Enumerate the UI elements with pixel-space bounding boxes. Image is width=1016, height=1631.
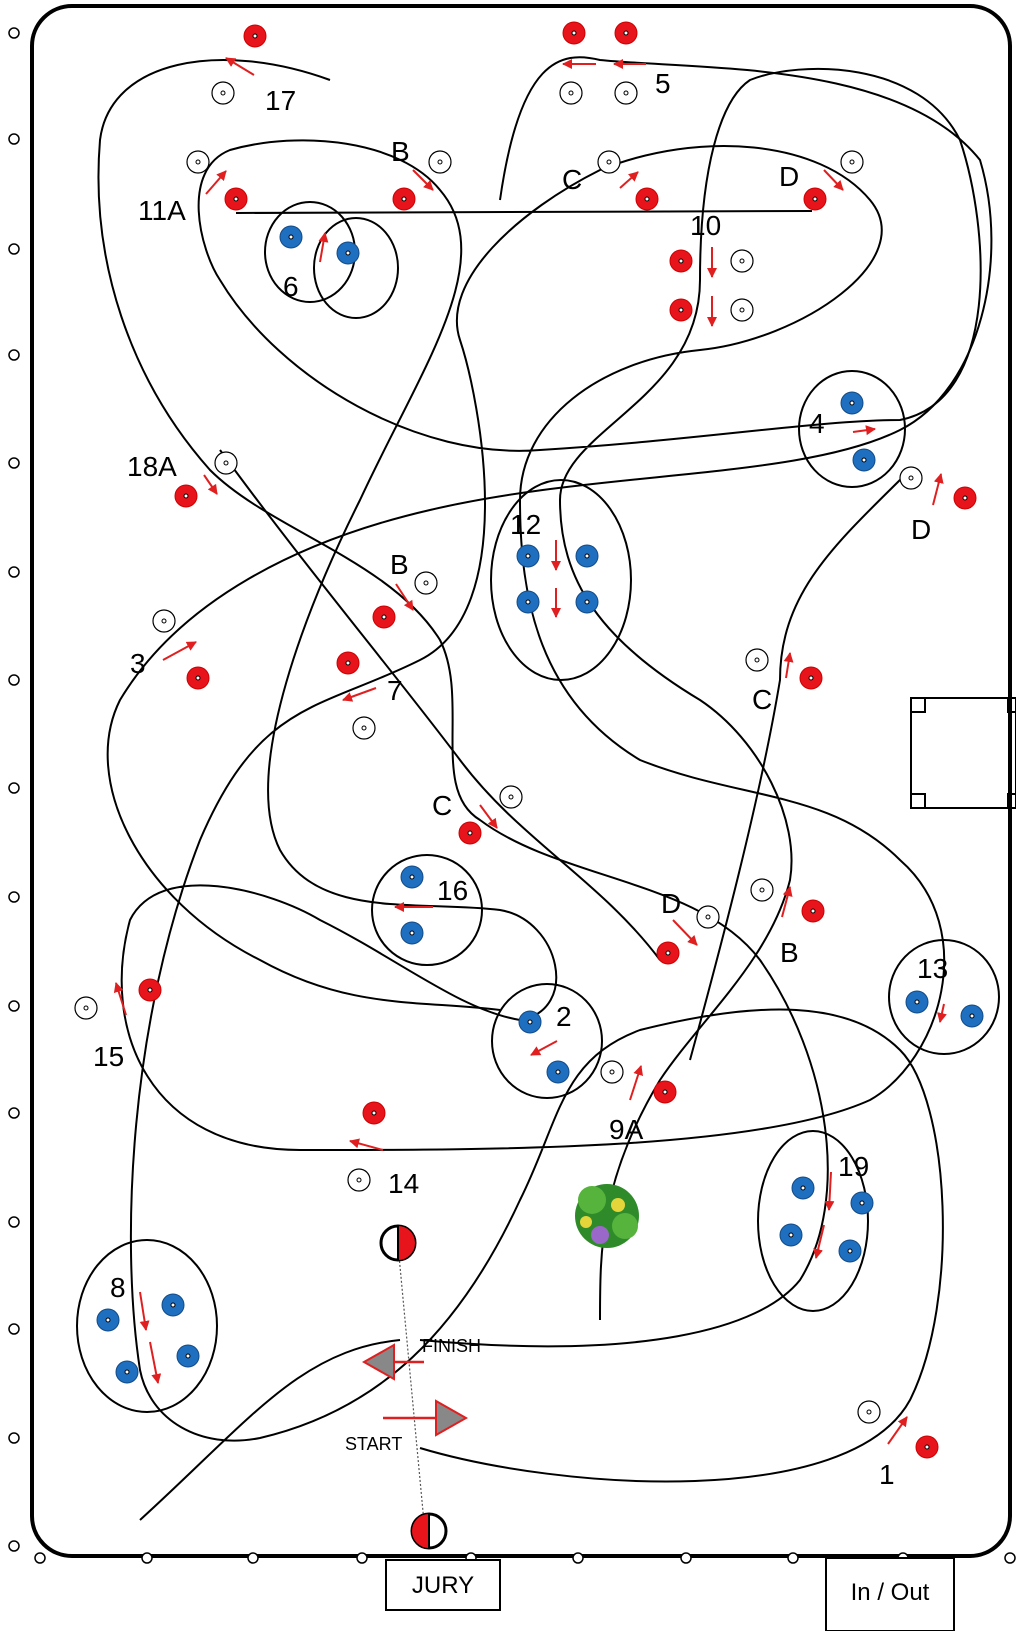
course-route-5 xyxy=(106,56,993,1011)
obstacle-ring-8 xyxy=(76,1239,218,1413)
label-3: 3 xyxy=(130,648,146,679)
start-label: START xyxy=(345,1434,402,1454)
label-17: 17 xyxy=(265,85,296,116)
label-c-top: C xyxy=(562,164,582,195)
obstacle-ring-19 xyxy=(757,1130,869,1312)
label-9a: 9A xyxy=(609,1114,644,1145)
label-6: 6 xyxy=(283,271,299,302)
obstacle-ring-4 xyxy=(798,370,906,488)
line-11a-d xyxy=(235,210,813,214)
arena-fence xyxy=(30,4,1012,1558)
label-16: 16 xyxy=(437,875,468,906)
label-7: 7 xyxy=(387,675,403,706)
jury-box xyxy=(385,1559,501,1611)
label-14: 14 xyxy=(388,1168,419,1199)
finish-arrow xyxy=(361,1343,424,1381)
label-13: 13 xyxy=(917,953,948,984)
label-12: 12 xyxy=(510,509,541,540)
obstacle-labels: 17 5 B C D 11A 10 6 4 18A D 12 B 3 7 C C… xyxy=(93,68,948,1490)
course-route-4 xyxy=(689,469,911,1061)
white-poles xyxy=(74,81,923,1424)
start-arrow xyxy=(383,1399,469,1437)
obstacle-ring-6b xyxy=(313,217,399,319)
bench-rectangle xyxy=(910,697,1016,809)
obstacle-ring-2 xyxy=(491,983,603,1099)
course-route-2 xyxy=(97,59,829,1348)
label-18a: 18A xyxy=(127,451,177,482)
start-finish-line xyxy=(397,1244,426,1534)
label-4: 4 xyxy=(809,408,825,439)
direction-arrows xyxy=(113,57,947,1445)
label-d-top: D xyxy=(779,161,799,192)
label-5: 5 xyxy=(655,68,671,99)
label-d-mid: D xyxy=(661,888,681,919)
course-route-3 xyxy=(219,449,661,961)
label-19: 19 xyxy=(838,1151,869,1182)
obstacle-ring-12 xyxy=(490,479,632,681)
fence-posts xyxy=(8,27,1016,1564)
label-1: 1 xyxy=(879,1459,895,1490)
obstacle-ring-16 xyxy=(371,854,483,966)
label-b-mid: B xyxy=(390,549,409,580)
in-out-label: In / Out xyxy=(851,1579,930,1606)
label-8: 8 xyxy=(110,1272,126,1303)
label-10: 10 xyxy=(690,210,721,241)
label-c-right: C xyxy=(752,684,772,715)
start-flag-marker xyxy=(379,1224,417,1262)
label-2: 2 xyxy=(556,1001,572,1032)
in-out-gate xyxy=(825,1557,955,1631)
label-d-right: D xyxy=(911,514,931,545)
course-route xyxy=(120,67,982,1483)
blue-poles xyxy=(96,225,984,1384)
label-b-top: B xyxy=(391,136,410,167)
finish-label: FINISH xyxy=(422,1336,481,1356)
label-c-mid: C xyxy=(432,790,452,821)
bush-decoration xyxy=(575,1184,639,1248)
obstacle-ring-13 xyxy=(888,939,1000,1055)
label-11a: 11A xyxy=(138,195,186,226)
jury-label: JURY xyxy=(412,1572,474,1599)
label-15: 15 xyxy=(93,1041,124,1072)
course-route-6 xyxy=(139,1339,401,1521)
label-b-right: B xyxy=(780,937,799,968)
jury-flag-marker xyxy=(410,1512,448,1550)
